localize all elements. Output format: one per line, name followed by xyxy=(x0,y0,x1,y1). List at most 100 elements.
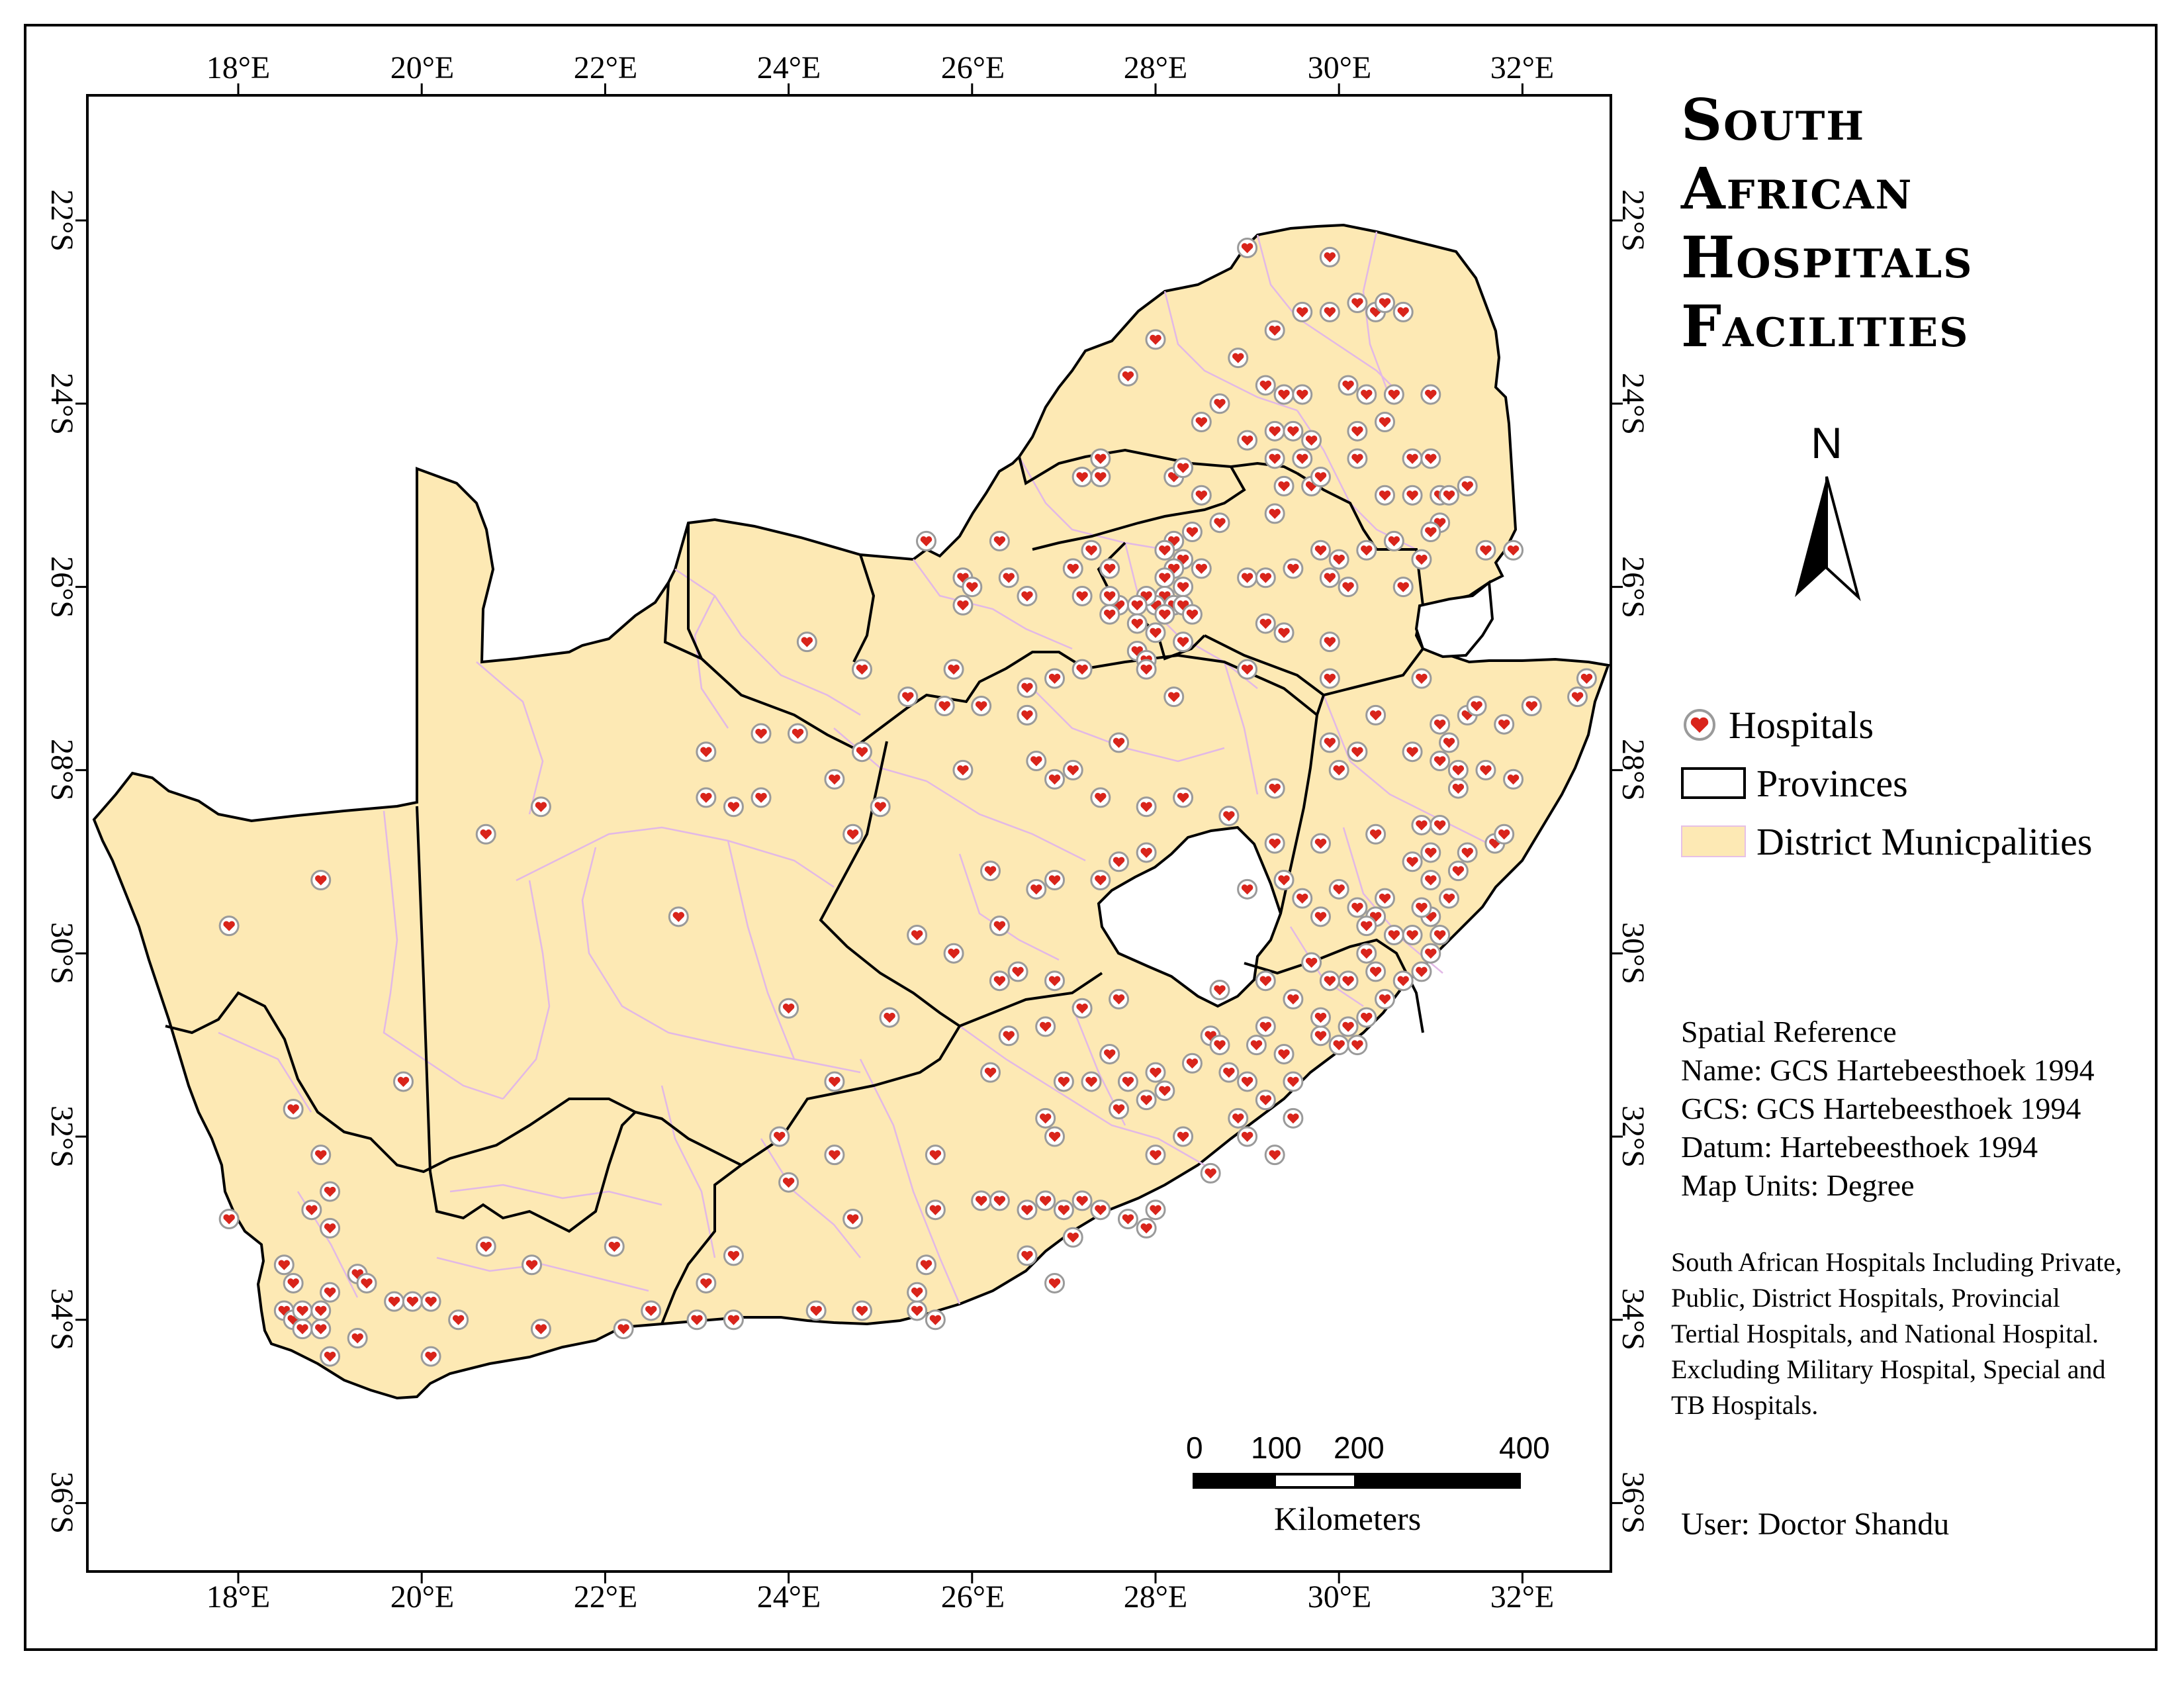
hospital-marker[interactable] xyxy=(1347,1035,1368,1056)
hospital-marker[interactable] xyxy=(1228,1107,1249,1129)
hospital-marker[interactable] xyxy=(1126,594,1148,616)
hospital-marker[interactable] xyxy=(686,1309,707,1331)
hospital-marker[interactable] xyxy=(1017,1245,1038,1266)
hospital-marker[interactable] xyxy=(1356,1007,1377,1028)
hospital-marker[interactable] xyxy=(320,1282,341,1303)
hospital-marker[interactable] xyxy=(1310,1007,1331,1028)
hospital-marker[interactable] xyxy=(1035,1190,1056,1211)
hospital-marker[interactable] xyxy=(218,1209,240,1230)
hospital-marker[interactable] xyxy=(384,1291,405,1312)
hospital-marker[interactable] xyxy=(1420,448,1441,469)
hospital-marker[interactable] xyxy=(1365,704,1387,726)
hospital-marker[interactable] xyxy=(1447,778,1469,799)
hospital-marker[interactable] xyxy=(1237,567,1258,588)
hospital-marker[interactable] xyxy=(1081,1071,1102,1092)
hospital-marker[interactable] xyxy=(1420,522,1441,543)
hospital-marker[interactable] xyxy=(1319,567,1340,588)
hospital-marker[interactable] xyxy=(1356,943,1377,964)
hospital-marker[interactable] xyxy=(989,1190,1010,1211)
hospital-marker[interactable] xyxy=(1273,475,1295,496)
hospital-marker[interactable] xyxy=(1255,567,1276,588)
hospital-marker[interactable] xyxy=(1062,759,1083,780)
hospital-marker[interactable] xyxy=(392,1071,414,1092)
hospital-marker[interactable] xyxy=(1026,751,1047,772)
hospital-marker[interactable] xyxy=(1209,512,1230,534)
hospital-marker[interactable] xyxy=(1090,787,1111,808)
hospital-marker[interactable] xyxy=(301,1199,322,1221)
hospital-marker[interactable] xyxy=(1503,769,1524,790)
hospital-marker[interactable] xyxy=(320,1346,341,1367)
hospital-marker[interactable] xyxy=(1383,530,1404,551)
hospital-marker[interactable] xyxy=(1283,988,1304,1009)
hospital-marker[interactable] xyxy=(1319,732,1340,753)
hospital-marker[interactable] xyxy=(1347,741,1368,763)
hospital-marker[interactable] xyxy=(1402,925,1423,946)
hospital-marker[interactable] xyxy=(805,1300,827,1321)
hospital-marker[interactable] xyxy=(1301,430,1322,451)
hospital-marker[interactable] xyxy=(1411,668,1432,689)
hospital-marker[interactable] xyxy=(916,1254,936,1276)
hospital-marker[interactable] xyxy=(1090,467,1111,488)
hospital-marker[interactable] xyxy=(1375,293,1395,314)
hospital-marker[interactable] xyxy=(952,594,974,616)
hospital-marker[interactable] xyxy=(1402,851,1423,872)
hospital-marker[interactable] xyxy=(1044,970,1066,992)
hospital-marker[interactable] xyxy=(1154,1080,1175,1102)
hospital-marker[interactable] xyxy=(925,1309,946,1331)
hospital-marker[interactable] xyxy=(943,659,964,680)
hospital-marker[interactable] xyxy=(1319,246,1340,267)
hospital-marker[interactable] xyxy=(1044,1272,1066,1293)
hospital-marker[interactable] xyxy=(1292,301,1313,322)
hospital-marker[interactable] xyxy=(283,1272,304,1293)
hospital-marker[interactable] xyxy=(292,1319,313,1340)
hospital-marker[interactable] xyxy=(1145,329,1166,350)
hospital-marker[interactable] xyxy=(1145,1199,1166,1221)
hospital-marker[interactable] xyxy=(1209,980,1230,1001)
hospital-marker[interactable] xyxy=(1017,585,1038,606)
hospital-marker[interactable] xyxy=(962,577,983,598)
hospital-marker[interactable] xyxy=(604,1236,625,1257)
hospital-marker[interactable] xyxy=(1090,1199,1111,1221)
hospital-marker[interactable] xyxy=(751,787,772,808)
hospital-marker[interactable] xyxy=(1347,897,1368,918)
hospital-marker[interactable] xyxy=(1319,668,1340,689)
hospital-marker[interactable] xyxy=(1411,814,1432,835)
hospital-marker[interactable] xyxy=(1191,558,1212,579)
hospital-marker[interactable] xyxy=(989,915,1010,937)
hospital-marker[interactable] xyxy=(1145,1145,1166,1166)
hospital-marker[interactable] xyxy=(998,1025,1019,1047)
hospital-marker[interactable] xyxy=(1099,585,1120,606)
hospital-marker[interactable] xyxy=(1402,485,1423,506)
hospital-marker[interactable] xyxy=(1044,769,1066,790)
hospital-marker[interactable] xyxy=(1264,320,1285,341)
hospital-marker[interactable] xyxy=(778,1172,799,1193)
hospital-marker[interactable] xyxy=(1375,988,1395,1009)
hospital-marker[interactable] xyxy=(1163,686,1185,708)
hospital-marker[interactable] xyxy=(1310,467,1331,488)
hospital-marker[interactable] xyxy=(1200,1162,1221,1184)
hospital-marker[interactable] xyxy=(1420,943,1441,964)
hospital-marker[interactable] xyxy=(475,823,496,845)
hospital-marker[interactable] xyxy=(870,796,891,818)
hospital-marker[interactable] xyxy=(851,741,872,763)
hospital-marker[interactable] xyxy=(1392,577,1414,598)
hospital-marker[interactable] xyxy=(1439,732,1460,753)
hospital-marker[interactable] xyxy=(1228,348,1249,369)
hospital-marker[interactable] xyxy=(1430,925,1451,946)
hospital-marker[interactable] xyxy=(1237,1071,1258,1092)
hospital-marker[interactable] xyxy=(1099,1043,1120,1064)
hospital-marker[interactable] xyxy=(1273,869,1295,890)
hospital-marker[interactable] xyxy=(1338,1016,1359,1037)
hospital-marker[interactable] xyxy=(641,1300,662,1321)
hospital-marker[interactable] xyxy=(1356,539,1377,561)
hospital-marker[interactable] xyxy=(1283,1071,1304,1092)
hospital-marker[interactable] xyxy=(1126,613,1148,634)
hospital-marker[interactable] xyxy=(273,1254,295,1276)
hospital-marker[interactable] xyxy=(1154,539,1175,561)
hospital-marker[interactable] xyxy=(1071,585,1093,606)
hospital-marker[interactable] xyxy=(1356,915,1377,937)
hospital-marker[interactable] xyxy=(1154,604,1175,625)
hospital-marker[interactable] xyxy=(1109,1098,1130,1119)
hospital-marker[interactable] xyxy=(1136,659,1157,680)
hospital-marker[interactable] xyxy=(1090,869,1111,890)
